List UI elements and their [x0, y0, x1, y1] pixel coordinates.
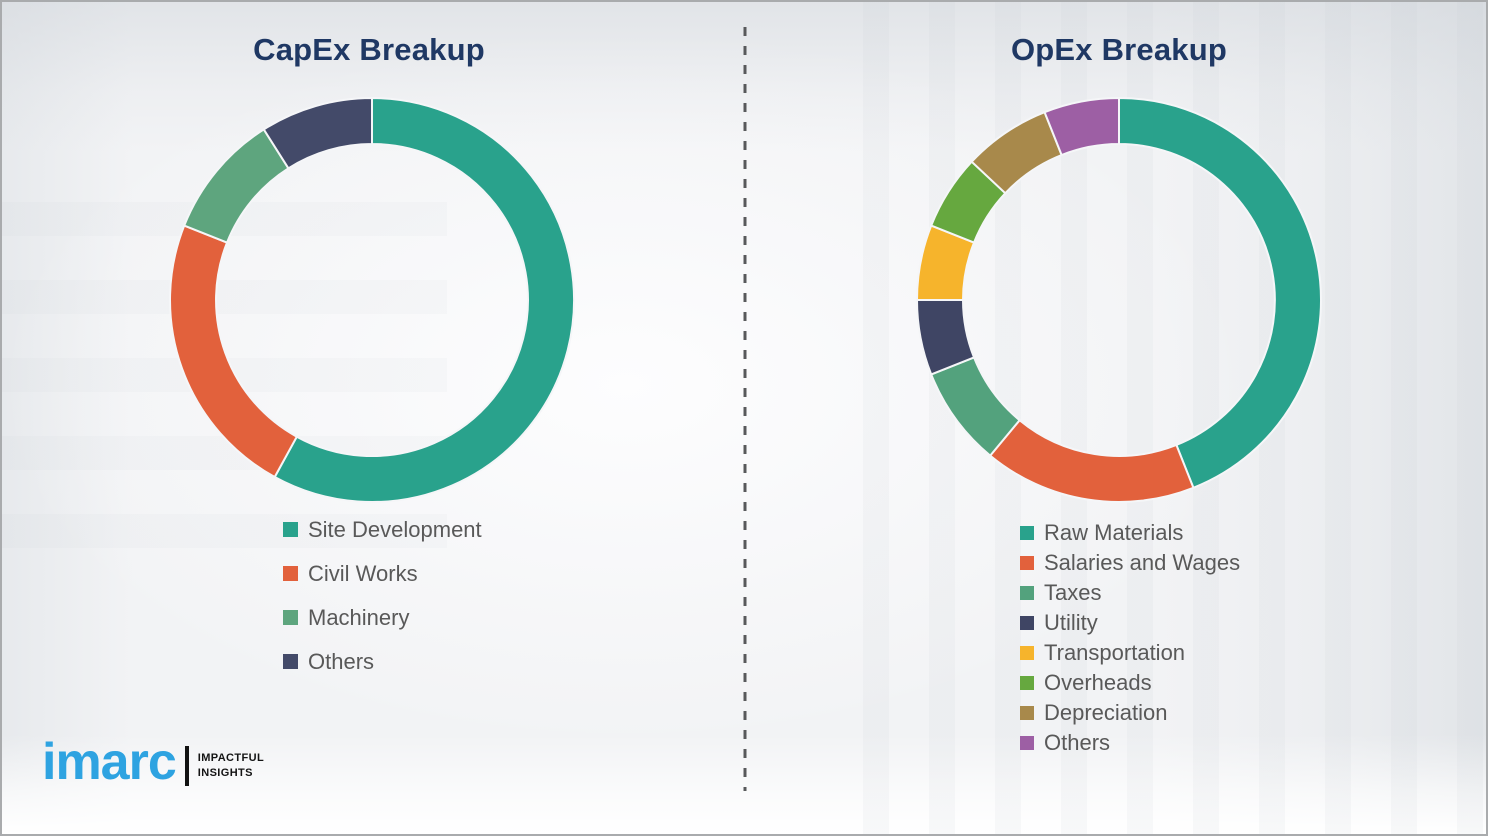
capex-chart-title: CapEx Breakup: [253, 32, 485, 67]
legend-item-transportation: Transportation: [1020, 640, 1240, 665]
legend-swatch: [283, 566, 298, 581]
legend-label: Transportation: [1044, 639, 1186, 665]
opex-chart-title: OpEx Breakup: [1010, 32, 1228, 67]
legend-label: Raw Materials: [1044, 519, 1184, 545]
legend-swatch: [283, 522, 298, 537]
legend-item-others: Others: [1020, 730, 1240, 755]
capex-legend: Site Development Civil Works Machinery Othe…: [283, 516, 482, 692]
legend-swatch: [1020, 645, 1034, 660]
legend-label: Site Development: [308, 516, 482, 542]
donut-segment-civil-works: [169, 224, 299, 479]
legend-label: Taxes: [1044, 579, 1102, 605]
donut-segment-site-development: [273, 96, 576, 503]
legend-label: Utility: [1044, 609, 1098, 635]
legend-label: Civil Works: [308, 560, 418, 586]
legend-swatch: [1020, 735, 1034, 750]
tagline-line-1: IMPACTFUL: [197, 752, 265, 765]
donut-segment-raw-materials: [1118, 96, 1322, 490]
legend-item-overheads: Overheads: [1020, 670, 1240, 695]
legend-item-depreciation: Depreciation: [1020, 700, 1240, 725]
legend-item-civil-works: Civil Works: [283, 560, 482, 587]
imarc-logo-tagline: IMPACTFUL INSIGHTS: [198, 751, 264, 781]
legend-swatch: [1020, 555, 1034, 570]
legend-item-machinery: Machinery: [283, 604, 482, 631]
legend-label: Salaries and Wages: [1044, 549, 1241, 575]
legend-label: Others: [1044, 729, 1111, 755]
imarc-logo-wordmark: imarc: [42, 732, 177, 791]
legend-item-site-development: Site Development: [283, 516, 482, 543]
legend-item-taxes: Taxes: [1020, 580, 1240, 605]
legend-swatch: [283, 610, 298, 625]
donut-segment-others: [1043, 96, 1120, 157]
legend-swatch: [1020, 525, 1034, 540]
legend-item-others: Others: [283, 648, 482, 675]
legend-label: Depreciation: [1044, 699, 1168, 725]
legend-swatch: [283, 654, 298, 669]
legend-swatch: [1020, 615, 1034, 630]
legend-swatch: [1020, 705, 1034, 720]
legend-label: Others: [308, 648, 375, 674]
legend-swatch: [1020, 585, 1034, 600]
legend-item-raw-materials: Raw Materials: [1020, 520, 1240, 545]
capex-donut-chart: [169, 96, 576, 503]
legend-item-salaries-and-wages: Salaries and Wages: [1020, 550, 1240, 575]
dashed-divider: [743, 27, 747, 791]
opex-donut-chart: [915, 96, 1322, 503]
donut-segment-others: [262, 96, 373, 170]
donut-segment-machinery: [182, 128, 290, 244]
legend-item-utility: Utility: [1020, 610, 1240, 635]
legend-label: Overheads: [1044, 669, 1152, 695]
legend-label: Machinery: [308, 604, 410, 630]
imarc-logo: imarc IMPACTFUL INSIGHTS: [42, 732, 264, 791]
imarc-logo-divider-bar: [184, 746, 189, 786]
donut-segment-salaries-and-wages: [988, 418, 1195, 503]
legend-swatch: [1020, 675, 1034, 690]
tagline-line-2: INSIGHTS: [197, 767, 253, 779]
opex-legend: Raw Materials Salaries and Wages Taxes Util…: [1020, 520, 1240, 760]
